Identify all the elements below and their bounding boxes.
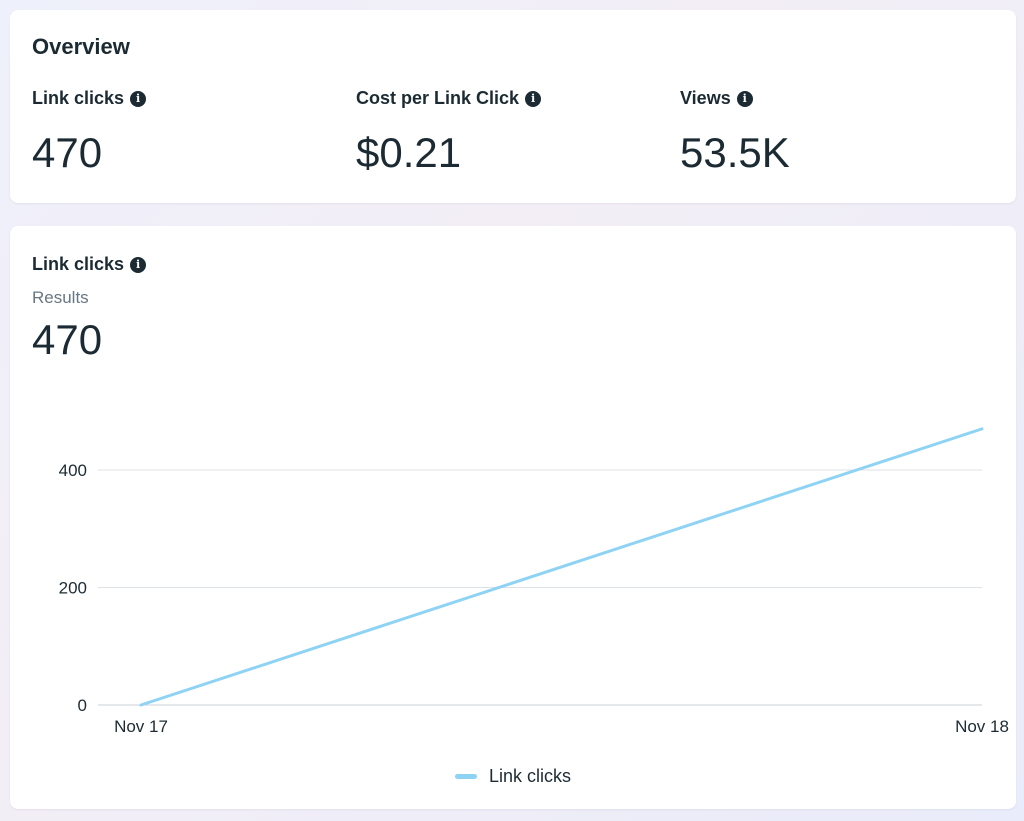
metric-cost-per-link-click: Cost per Link Click i $0.21 bbox=[356, 88, 542, 177]
chart-title: Link clicks i bbox=[32, 254, 147, 275]
metric-link-clicks: Link clicks i 470 bbox=[32, 88, 147, 177]
metric-value: 470 bbox=[32, 129, 103, 176]
metric-views: Views i 53.5K bbox=[680, 88, 790, 177]
metric-label-text: Link clicks bbox=[32, 88, 125, 108]
legend-swatch bbox=[454, 774, 477, 779]
metric-label-text: Cost per Link Click bbox=[356, 88, 520, 108]
overview-title: Overview bbox=[32, 34, 130, 59]
y-tick-label: 400 bbox=[59, 461, 87, 480]
metric-label-text: Views bbox=[680, 88, 731, 108]
metric-label: Link clicks i bbox=[32, 88, 147, 109]
metric-label: Cost per Link Click i bbox=[356, 88, 542, 109]
chart-legend[interactable]: Link clicks bbox=[10, 766, 1016, 787]
x-tick-label: Nov 17 bbox=[114, 717, 168, 736]
x-tick-label: Nov 18 bbox=[955, 717, 1009, 736]
line-chart: 0 200 400 Nov 17 Nov 18 bbox=[59, 427, 1009, 736]
chart-title-text: Link clicks bbox=[32, 254, 125, 274]
legend-label: Link clicks bbox=[488, 766, 572, 786]
overview-card: Overview Link clicks i 470 Cost per Link… bbox=[10, 10, 1016, 203]
metric-value: 53.5K bbox=[680, 129, 790, 176]
y-tick-label: 200 bbox=[59, 579, 87, 598]
chart-card: Link clicks i Results 470 0 200 400 Nov 17 N… bbox=[10, 226, 1016, 809]
info-icon[interactable]: i bbox=[130, 256, 147, 273]
metric-label: Views i bbox=[680, 88, 790, 109]
chart-subtitle: Results bbox=[32, 288, 89, 307]
series-line bbox=[139, 427, 984, 707]
info-icon[interactable]: i bbox=[525, 90, 542, 107]
y-tick-label: 0 bbox=[78, 696, 87, 715]
info-icon[interactable]: i bbox=[736, 90, 753, 107]
chart-total: 470 bbox=[32, 316, 103, 363]
metric-value: $0.21 bbox=[356, 129, 462, 176]
info-icon[interactable]: i bbox=[130, 90, 147, 107]
